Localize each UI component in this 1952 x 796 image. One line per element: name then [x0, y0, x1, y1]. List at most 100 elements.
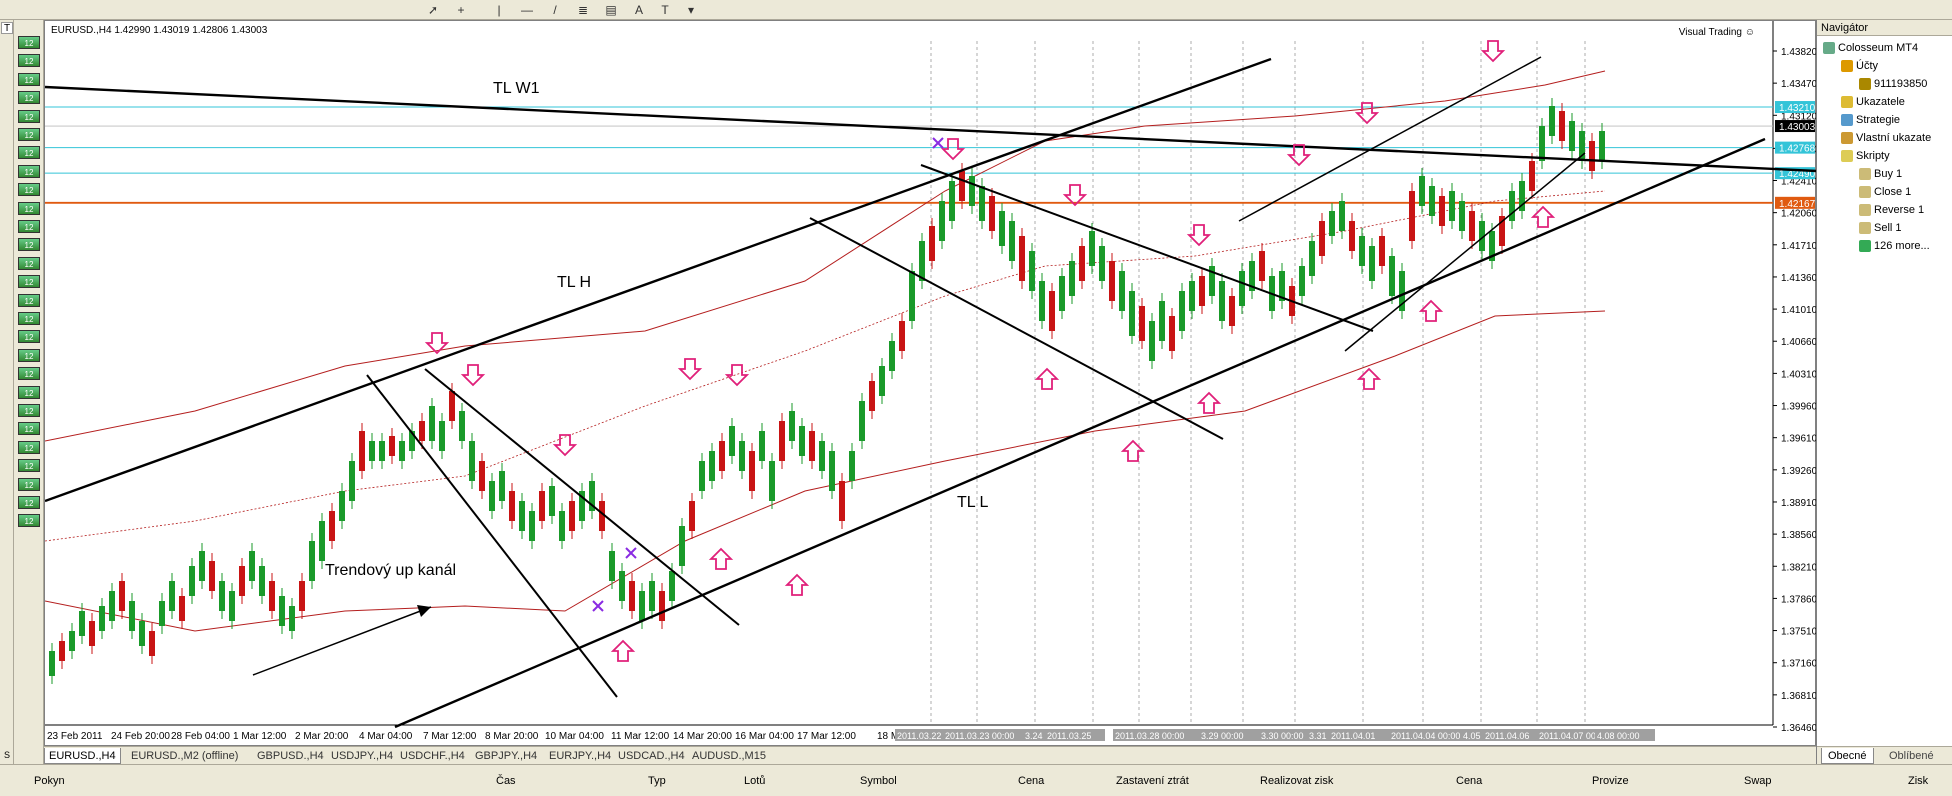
- chart-tab[interactable]: USDJPY.,H4: [331, 750, 394, 762]
- tab-favorites[interactable]: Oblíbené: [1889, 750, 1934, 762]
- price-chart[interactable]: 1.438201.434701.431201.427601.424101.420…: [45, 21, 1817, 747]
- symbol-chart-icon[interactable]: 12: [18, 330, 40, 344]
- candle-body: [1409, 191, 1415, 241]
- candle-body: [379, 441, 385, 461]
- terminal-column-header[interactable]: Lotů: [744, 775, 766, 787]
- navigator-item[interactable]: Close 1: [1859, 184, 1911, 200]
- chart-tab[interactable]: EURUSD.,H4: [44, 748, 121, 764]
- terminal-column-header[interactable]: Typ: [648, 775, 666, 787]
- symbol-chart-icon[interactable]: 12: [18, 183, 40, 197]
- custom-indicators-icon: [1841, 132, 1853, 145]
- terminal-column-header[interactable]: Swap: [1744, 775, 1772, 787]
- symbol-chart-icon[interactable]: 12: [18, 385, 40, 399]
- symbol-chart-icon[interactable]: 12: [18, 459, 40, 473]
- symbol-chart-icon[interactable]: 12: [18, 146, 40, 160]
- symbol-chart-icon[interactable]: 12: [18, 36, 40, 49]
- symbol-chart-icon[interactable]: 12: [18, 404, 40, 417]
- terminal-column-header[interactable]: Zastavení ztrát: [1116, 775, 1189, 787]
- time-tick-label: 2011.04.04 00:00: [1391, 731, 1460, 741]
- symbol-chart-icon[interactable]: 12: [18, 72, 40, 86]
- channel-line: [920, 164, 1374, 332]
- trendline-icon[interactable]: /: [553, 3, 557, 17]
- horizontal-line-icon[interactable]: —: [521, 3, 533, 17]
- symbol-chart-icon[interactable]: 12: [18, 440, 40, 454]
- navigator-item[interactable]: Účty: [1841, 58, 1878, 74]
- symbol-chart-icon[interactable]: 12: [18, 238, 40, 252]
- chart-window[interactable]: 1.438201.434701.431201.427601.424101.420…: [44, 20, 1817, 747]
- arrow-dropdown-icon[interactable]: ▾: [687, 3, 695, 17]
- symbol-chart-icon[interactable]: 12: [18, 54, 40, 68]
- symbol-chart-icon[interactable]: 12: [18, 164, 40, 178]
- navigator-item[interactable]: Reverse 1: [1859, 202, 1924, 218]
- symbol-chart-icon[interactable]: 12: [18, 128, 40, 141]
- terminal-column-header[interactable]: Realizovat zisk: [1260, 775, 1334, 787]
- chart-tab[interactable]: USDCHF.,H4: [400, 750, 465, 762]
- symbol-chart-icon[interactable]: 12: [18, 312, 40, 325]
- chart-tab[interactable]: EURUSD.,M2 (offline): [131, 750, 239, 762]
- fibonacci-icon[interactable]: ≣: [577, 3, 589, 17]
- terminal-column-header[interactable]: Čas: [496, 775, 516, 787]
- left-bar-bottom[interactable]: S: [3, 750, 10, 760]
- text-tool-icon[interactable]: A: [634, 3, 643, 17]
- symbol-chart-icon[interactable]: 12: [18, 514, 40, 528]
- cursor-icon[interactable]: ➚: [427, 3, 439, 17]
- symbol-chart-icon[interactable]: 12: [18, 293, 40, 307]
- candle-body: [1069, 261, 1075, 296]
- candle-body: [769, 461, 775, 501]
- buy-signal-arrow: [1196, 391, 1222, 414]
- navigator-item[interactable]: Ukazatele: [1841, 94, 1905, 110]
- navigator-item[interactable]: Skripty: [1841, 148, 1890, 164]
- price-tick-label: 1.41710: [1781, 241, 1817, 252]
- symbol-chart-icon[interactable]: 12: [18, 496, 40, 509]
- symbol-chart-icon[interactable]: 12: [18, 256, 40, 270]
- navigator-item[interactable]: Buy 1: [1859, 166, 1902, 182]
- terminal-column-header[interactable]: Pokyn: [34, 775, 65, 787]
- symbol-chart-icon[interactable]: 12: [18, 109, 40, 123]
- terminal-column-header[interactable]: Provize: [1592, 775, 1629, 787]
- chart-tab[interactable]: EURJPY.,H4: [549, 750, 612, 762]
- sell-signal-arrow: [1480, 40, 1506, 63]
- crosshair-icon[interactable]: +: [457, 3, 465, 17]
- navigator-item[interactable]: Sell 1: [1859, 220, 1902, 236]
- chart-tab[interactable]: USDCAD.,H4: [618, 750, 685, 762]
- chart-tab[interactable]: AUDUSD.,M15: [692, 750, 766, 762]
- navigator-item[interactable]: Colosseum MT4: [1823, 40, 1918, 56]
- time-tick-label: 14 Mar 20:00: [673, 731, 732, 742]
- terminal-column-header[interactable]: Cena: [1018, 775, 1045, 787]
- terminal-column-header[interactable]: Cena: [1456, 775, 1483, 787]
- navigator-item[interactable]: 126 more...: [1859, 238, 1930, 254]
- symbol-chart-icon[interactable]: 12: [18, 367, 40, 381]
- symbol-chart-icon[interactable]: 12: [18, 275, 40, 289]
- symbol-chart-icon[interactable]: 12: [18, 201, 40, 215]
- terminal-column-header[interactable]: Zisk: [1908, 775, 1929, 787]
- buy-signal-arrow: [610, 639, 636, 662]
- time-tick-label: 2011.04.01: [1331, 731, 1375, 741]
- candle-body: [229, 591, 235, 621]
- symbol-chart-icon[interactable]: 12: [18, 91, 40, 105]
- candle-body: [679, 526, 685, 566]
- left-bar-toggle[interactable]: T: [1, 22, 13, 34]
- candle-body: [1559, 111, 1565, 141]
- time-label-box: [943, 729, 1037, 741]
- candle-body: [929, 226, 935, 261]
- chart-tab[interactable]: GBPUSD.,H4: [257, 750, 324, 762]
- time-label-box: [1461, 729, 1488, 741]
- chart-tab[interactable]: GBPJPY.,H4: [475, 750, 538, 762]
- tab-common[interactable]: Obecné: [1821, 748, 1874, 764]
- symbol-chart-icon[interactable]: 12: [18, 477, 40, 491]
- symbol-chart-icon[interactable]: 12: [18, 422, 40, 436]
- symbol-chart-icon[interactable]: 12: [18, 220, 40, 233]
- time-label-box: [1113, 729, 1207, 741]
- navigator-item[interactable]: 911193850: [1859, 76, 1927, 92]
- navigator-item[interactable]: Vlastní ukazate: [1841, 130, 1931, 146]
- candle-body: [459, 411, 465, 441]
- terminal-column-header[interactable]: Symbol: [860, 775, 897, 787]
- symbol-chart-icon[interactable]: 12: [18, 348, 40, 362]
- label-tool-icon[interactable]: T: [661, 3, 669, 17]
- vertical-line-icon[interactable]: |: [497, 3, 501, 17]
- navigator-item[interactable]: Strategie: [1841, 112, 1900, 128]
- time-tick-label: 2 Mar 20:00: [295, 731, 349, 742]
- candle-body: [1519, 181, 1525, 211]
- time-label-box: [1329, 729, 1389, 741]
- channel-icon[interactable]: ▤: [605, 3, 617, 17]
